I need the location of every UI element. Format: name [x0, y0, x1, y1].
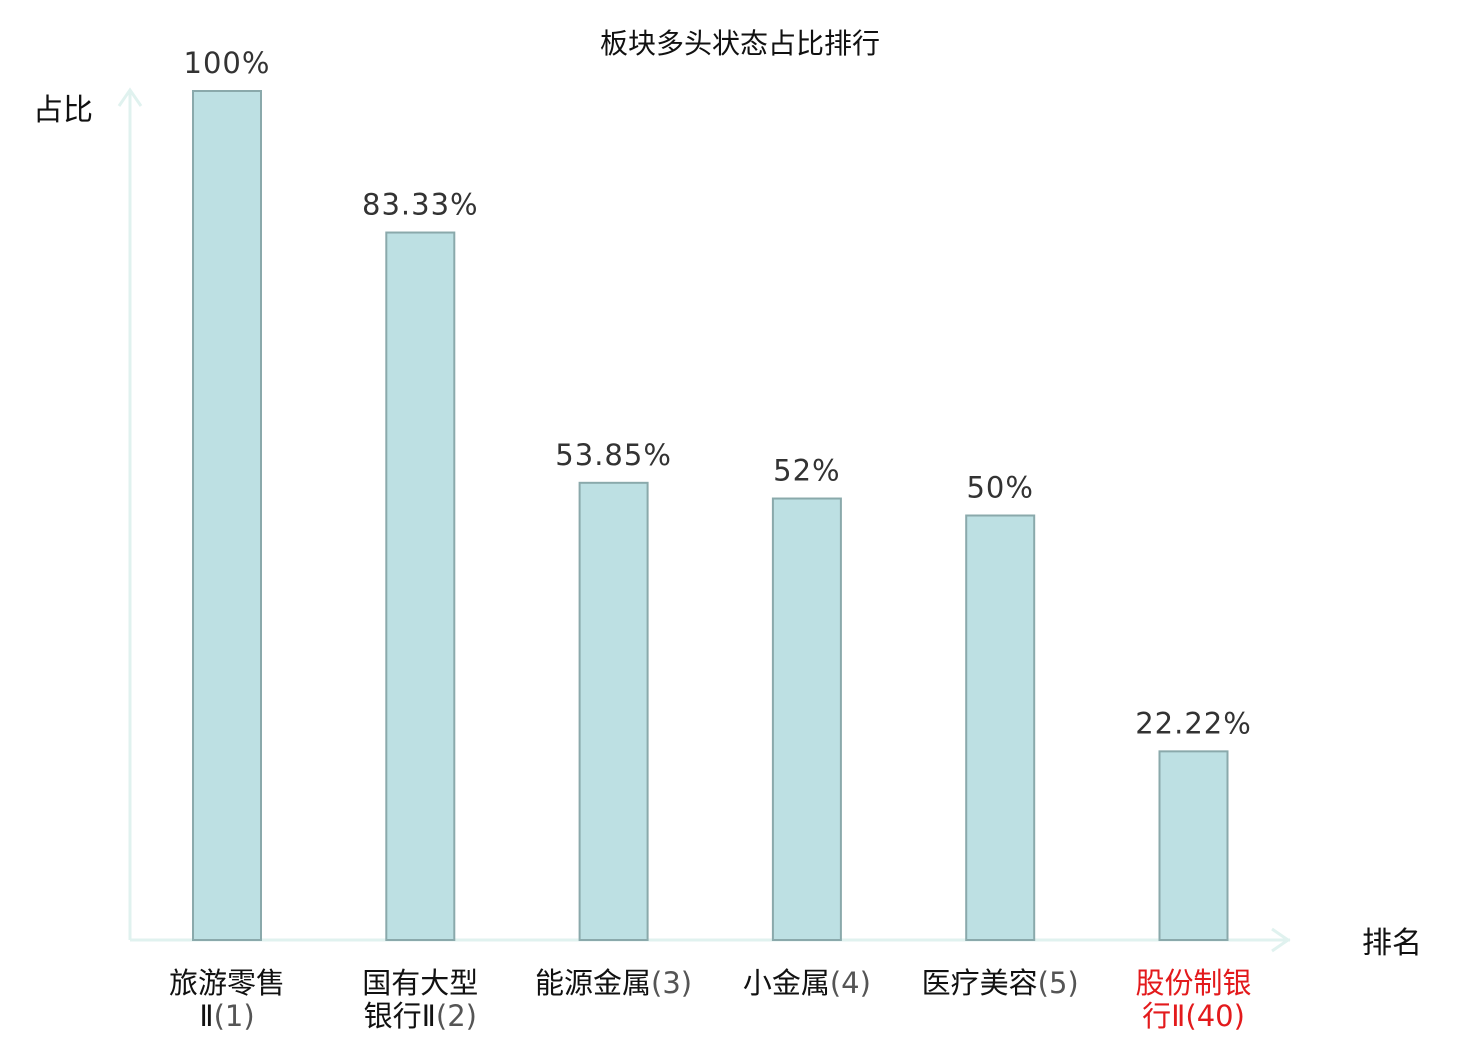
bar-series [192, 90, 1229, 941]
bar-1 [192, 90, 262, 941]
category-label-3-line-1: 能源金属(3) [535, 966, 692, 1000]
value-label-5: 50% [966, 471, 1033, 505]
bar-2 [385, 231, 456, 941]
value-label-4: 52% [773, 454, 840, 488]
category-rank-3: (3) [651, 966, 692, 1000]
chart-title: 板块多头状态占比排行 [600, 27, 880, 60]
category-rank-6: (40) [1185, 999, 1245, 1033]
axes [117, 87, 1291, 953]
y-axis-arrow-icon [117, 87, 143, 107]
y-axis-label: 占比 [33, 93, 93, 128]
bar-6 [1158, 750, 1229, 941]
category-label-2-line-1: 国有大型 [362, 966, 478, 1000]
category-label-4-line-1: 小金属(4) [743, 966, 871, 1000]
category-rank-5: (5) [1038, 966, 1079, 1000]
category-rank-4: (4) [830, 966, 871, 1000]
value-label-3: 53.85% [555, 438, 672, 472]
category-label-5-line-1: 医疗美容(5) [922, 966, 1079, 1000]
x-axis-label: 排名 [1362, 926, 1422, 961]
category-label-2-line-2: 银行Ⅱ(2) [364, 999, 477, 1033]
value-labels: 100% 83.33% 53.85% 52% 50% 22.22% [184, 46, 1252, 740]
bar-5 [965, 514, 1036, 941]
category-label-1-line-2: Ⅱ(1) [199, 999, 254, 1033]
bar-3 [578, 481, 649, 941]
bar-4 [771, 497, 842, 941]
category-label-6-line-2: 行Ⅱ(40) [1142, 999, 1245, 1033]
category-label-1-line-1: 旅游零售 [169, 966, 285, 1000]
value-label-2: 83.33% [362, 188, 479, 222]
value-label-6: 22.22% [1135, 706, 1252, 740]
category-rank-2: (2) [436, 999, 477, 1033]
category-rank-1: (1) [214, 999, 255, 1033]
category-label-6-line-1: 股份制银 [1135, 966, 1251, 1000]
x-axis-arrow-icon [1271, 927, 1291, 953]
value-label-1: 100% [184, 46, 271, 80]
